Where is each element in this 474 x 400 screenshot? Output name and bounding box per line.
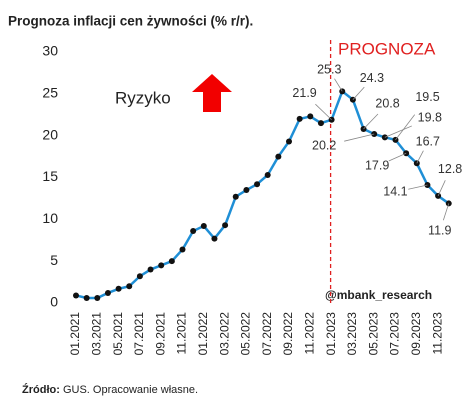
- data-point: [190, 228, 197, 235]
- x-tick-label: 03.2022: [217, 312, 231, 356]
- label-leader: [388, 152, 407, 162]
- data-point: [222, 222, 229, 229]
- forecast-label: PROGNOZA: [338, 39, 436, 58]
- data-point: [211, 235, 218, 242]
- x-tick-label: 05.2022: [239, 312, 253, 356]
- x-tick-label: 11.2021: [175, 312, 189, 355]
- chart-title: Prognoza inflacji cen żywności (% r/r).: [8, 14, 253, 29]
- data-point: [232, 193, 239, 200]
- data-point: [115, 285, 122, 292]
- data-point: [126, 283, 133, 290]
- source-label: Źródło:: [22, 383, 60, 396]
- x-tick-label: 05.2021: [111, 312, 125, 356]
- data-point: [317, 120, 324, 127]
- label-leader: [352, 86, 365, 100]
- data-point: [307, 113, 314, 120]
- x-tick-label: 09.2021: [153, 312, 167, 356]
- data-point: [73, 292, 79, 299]
- source: Źródło: GUS. Opracowanie własne.: [22, 383, 198, 396]
- x-tick-label: 11.2023: [430, 312, 444, 355]
- label-leader: [442, 203, 450, 221]
- data-point: [296, 115, 303, 122]
- x-tick-label: 09.2022: [281, 312, 295, 356]
- y-tick-label: 5: [50, 252, 58, 268]
- y-tick-label: 30: [42, 43, 58, 59]
- x-tick-label: 03.2021: [89, 312, 103, 356]
- x-tick-label: 07.2021: [132, 312, 146, 356]
- label-leader: [363, 113, 379, 130]
- data-label: 19.5: [415, 90, 439, 104]
- x-tick-label: 01.2021: [68, 312, 82, 356]
- data-point: [243, 187, 250, 194]
- source-text: GUS. Opracowanie własne.: [63, 384, 198, 396]
- y-tick-label: 15: [42, 168, 58, 184]
- data-point: [136, 273, 143, 280]
- data-point: [254, 181, 261, 188]
- data-point: [264, 171, 271, 178]
- watermark: @mbank_research: [325, 288, 432, 302]
- data-point: [147, 266, 154, 273]
- x-tick-label: 01.2023: [324, 312, 338, 356]
- data-label: 12.8: [438, 162, 462, 176]
- risk-arrow: [192, 74, 232, 112]
- label-leader: [334, 78, 343, 92]
- data-point: [104, 289, 111, 296]
- x-tick-label: 03.2023: [345, 312, 359, 356]
- data-point: [83, 294, 90, 301]
- data-point: [200, 223, 207, 230]
- data-point: [158, 262, 165, 269]
- x-tick-label: 07.2022: [260, 312, 274, 356]
- data-label: 20.2: [312, 138, 336, 152]
- data-point: [168, 258, 175, 265]
- data-point: [94, 294, 101, 301]
- y-tick-label: 10: [42, 210, 58, 226]
- x-tick-label: 05.2023: [366, 312, 380, 356]
- data-label: 14.1: [383, 184, 407, 198]
- data-point: [179, 246, 186, 253]
- label-leader: [384, 125, 413, 138]
- data-label: 17.9: [365, 159, 389, 173]
- y-tick-label: 20: [42, 126, 58, 142]
- label-leader: [344, 133, 375, 142]
- data-label: 16.7: [416, 135, 440, 149]
- data-label: 19.8: [418, 111, 442, 125]
- label-leader: [315, 103, 332, 121]
- data-label: 24.3: [360, 71, 384, 85]
- data-label: 11.9: [428, 224, 451, 238]
- data-label: 20.8: [375, 96, 399, 110]
- risk-label: Ryzyko: [115, 88, 171, 107]
- label-leader: [437, 180, 446, 197]
- data-label: 21.9: [292, 86, 316, 100]
- label-leader: [416, 150, 424, 164]
- data-point: [286, 138, 292, 145]
- y-tick-label: 25: [42, 85, 58, 101]
- x-tick-label: 09.2023: [409, 312, 423, 356]
- x-tick-label: 01.2022: [196, 312, 210, 356]
- data-point: [275, 153, 282, 160]
- data-label: 25.3: [317, 63, 341, 77]
- label-leader: [395, 114, 416, 141]
- label-leader: [408, 184, 428, 190]
- x-tick-label: 11.2022: [302, 312, 316, 355]
- x-tick-label: 07.2023: [388, 312, 402, 356]
- y-tick-label: 0: [50, 294, 58, 310]
